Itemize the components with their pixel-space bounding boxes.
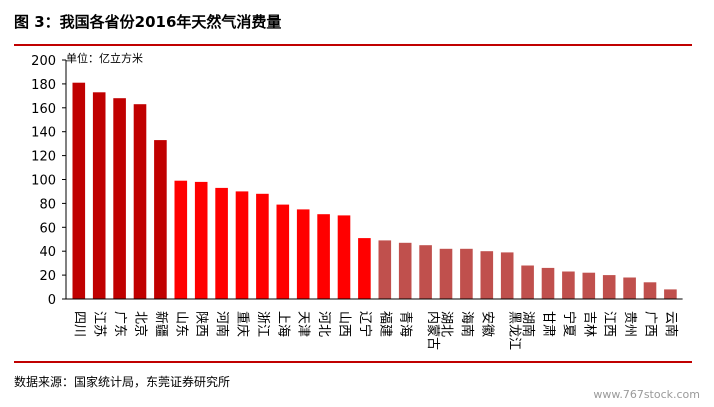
data-source: 数据来源：国家统计局，东莞证券研究所 — [14, 375, 231, 389]
bar — [500, 252, 514, 299]
bar — [235, 191, 249, 299]
category-label: 河北 — [316, 311, 331, 337]
bar — [480, 251, 494, 299]
bar — [154, 140, 167, 299]
bar — [133, 104, 147, 299]
category-label: 海南 — [459, 311, 475, 337]
x-axis-labels: 四川 江苏 广东 北京 新疆 山东 陕西 河南 重庆 浙江 上海 天津 河北 山西 辽宁 福建 青海 内蒙古湖北海… — [71, 311, 679, 350]
category-label: 吉林 — [581, 311, 596, 337]
category-label: 四川 — [71, 311, 86, 337]
y-tick-label: 160 — [31, 102, 56, 117]
category-label: 云南 — [663, 311, 679, 337]
bar — [72, 82, 86, 299]
y-tick-label: 100 — [31, 174, 56, 189]
category-label: 甘肃 — [541, 311, 556, 337]
bar — [398, 242, 412, 299]
y-tick-label: 120 — [31, 150, 56, 165]
bar — [602, 275, 616, 299]
bar — [623, 277, 636, 299]
watermark: www.767stock.com — [593, 388, 700, 401]
bar — [92, 92, 106, 299]
bar — [643, 282, 657, 299]
y-tick-label: 140 — [31, 126, 56, 141]
bar — [378, 240, 392, 299]
bar — [317, 214, 330, 299]
source-divider — [14, 361, 692, 363]
bar — [664, 289, 677, 299]
y-tick-label: 180 — [31, 78, 56, 93]
category-label: 内蒙古 — [425, 311, 441, 350]
bar — [582, 272, 596, 299]
y-tick-label: 200 — [31, 54, 56, 69]
figure-title: 图 3：我国各省份2016年天然气消费量 — [14, 13, 282, 31]
bar — [296, 209, 310, 299]
y-tick-label: 20 — [39, 269, 56, 284]
category-label: 上海 — [275, 311, 290, 337]
y-tick-label: 80 — [39, 197, 56, 212]
category-label: 湖南 — [520, 311, 536, 337]
category-label: 重庆 — [235, 311, 251, 337]
category-label: 山东 — [173, 311, 188, 337]
bar — [194, 181, 208, 299]
category-label: 天津 — [296, 311, 311, 337]
bar — [358, 238, 371, 299]
category-label: 江苏 — [92, 311, 108, 337]
category-label: 山西 — [337, 311, 352, 337]
y-tick-label: 40 — [39, 245, 56, 260]
category-label: 浙江 — [255, 311, 270, 337]
category-label: 江西 — [602, 311, 617, 337]
category-label: 福建 — [377, 311, 392, 337]
category-label: 青海 — [398, 311, 413, 337]
category-label: 贵州 — [622, 311, 637, 337]
bar — [460, 248, 473, 299]
category-label: 陕西 — [194, 311, 209, 337]
bar — [113, 98, 126, 299]
y-axis: 0 20 40 60 80 100 120 140 160 180 200 — [31, 54, 67, 308]
category-label: 辽宁 — [357, 311, 373, 337]
bar — [419, 245, 432, 299]
category-label: 河南 — [214, 311, 230, 337]
category-label: 广西 — [643, 311, 658, 337]
category-label: 湖北 — [439, 311, 454, 337]
category-label: 黑龙江 — [507, 311, 522, 350]
bar — [521, 265, 534, 299]
bar — [256, 193, 269, 299]
bar-chart: 0 20 40 60 80 100 120 140 160 180 200 四川 江苏 广东 北京 新疆 山东… — [31, 51, 683, 350]
bar — [439, 248, 453, 299]
category-label: 宁夏 — [561, 311, 577, 337]
bar — [562, 271, 575, 299]
bar — [337, 215, 351, 299]
y-tick-label: 60 — [39, 221, 56, 236]
category-label: 新疆 — [153, 311, 169, 337]
category-label: 北京 — [133, 311, 148, 337]
bar — [541, 267, 555, 299]
bar — [174, 180, 188, 299]
category-label: 广东 — [112, 311, 127, 337]
y-tick-label: 0 — [48, 293, 56, 308]
bars — [66, 82, 683, 300]
unit-label: 单位：亿立方米 — [66, 51, 143, 65]
bar — [276, 204, 290, 299]
bar — [215, 187, 228, 299]
title-divider — [14, 44, 692, 46]
category-label: 安徽 — [479, 311, 494, 337]
